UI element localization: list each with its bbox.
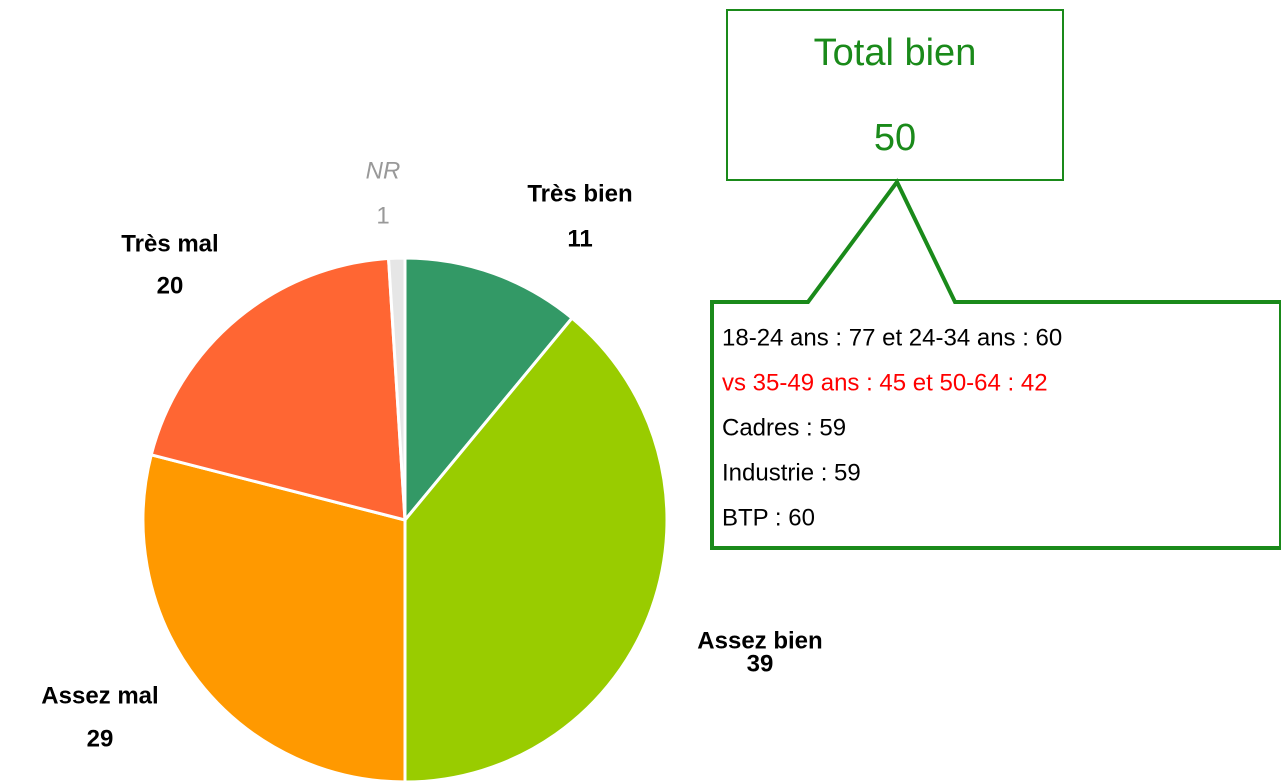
slice-value: 20 — [157, 272, 184, 299]
slice-value: 11 — [567, 225, 592, 252]
slice-value: 39 — [747, 650, 774, 677]
slice-label: Assez bien — [697, 627, 822, 654]
pie-slice — [403, 256, 575, 525]
slice-label: Très mal — [121, 230, 218, 257]
pie-slice — [141, 453, 407, 782]
callout-box — [726, 9, 1064, 181]
callout-title: Total bien — [814, 32, 977, 74]
pie-slice — [149, 256, 407, 522]
callout-value: 50 — [874, 117, 916, 159]
callout-line: Industrie : 59 — [722, 459, 861, 486]
slice-label: Assez mal — [41, 682, 158, 709]
callout-line: BTP : 60 — [722, 504, 815, 531]
slice-label: NR — [366, 157, 401, 184]
callout-line: 18-24 ans : 77 et 24-34 ans : 60 — [722, 324, 1062, 351]
slice-value: 1 — [376, 202, 389, 229]
slice-label: Très bien — [527, 180, 632, 207]
pie-slice — [386, 256, 407, 521]
pie-slice — [403, 316, 669, 782]
callout-line: vs 35-49 ans : 45 et 50-64 : 42 — [722, 369, 1048, 396]
callout-line: Cadres : 59 — [722, 414, 846, 441]
callout-bubble — [710, 178, 1281, 550]
slice-value: 29 — [87, 725, 114, 752]
